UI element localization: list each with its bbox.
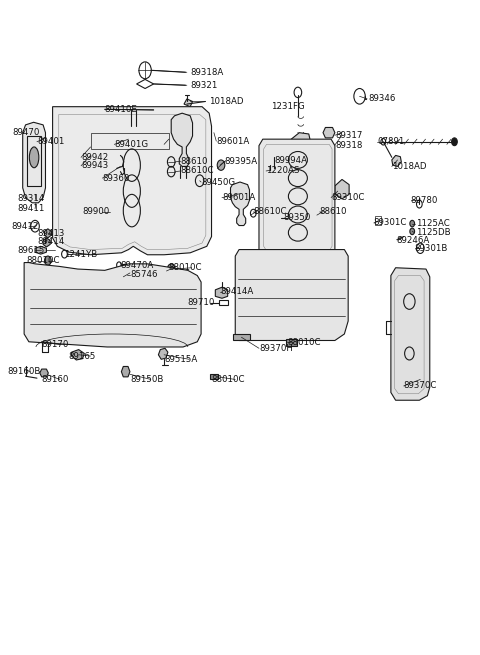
- Polygon shape: [392, 155, 401, 166]
- Text: 89994A: 89994A: [274, 156, 307, 165]
- Text: 89346: 89346: [368, 94, 396, 103]
- Polygon shape: [53, 107, 212, 255]
- Polygon shape: [335, 179, 349, 199]
- Polygon shape: [259, 139, 335, 256]
- Polygon shape: [230, 182, 250, 225]
- Text: 89900: 89900: [83, 208, 110, 216]
- Polygon shape: [40, 369, 48, 377]
- Text: 89515A: 89515A: [164, 355, 197, 364]
- Text: 89350: 89350: [284, 213, 311, 221]
- Text: 89411: 89411: [17, 204, 44, 213]
- Text: 1018AD: 1018AD: [392, 162, 426, 171]
- Circle shape: [410, 220, 415, 227]
- Polygon shape: [235, 250, 348, 341]
- Text: 1220AS: 1220AS: [266, 166, 300, 176]
- Text: 1231FG: 1231FG: [271, 102, 305, 111]
- Polygon shape: [291, 133, 310, 147]
- Polygon shape: [184, 99, 192, 107]
- Text: 88610C: 88610C: [253, 208, 287, 216]
- Text: 89615: 89615: [17, 246, 44, 255]
- Text: 89301B: 89301B: [415, 244, 448, 253]
- Text: 89401G: 89401G: [114, 140, 148, 149]
- Circle shape: [410, 228, 415, 234]
- Text: 89165: 89165: [68, 352, 96, 360]
- Text: 89395A: 89395A: [225, 157, 258, 166]
- Text: 88010C: 88010C: [288, 338, 321, 347]
- Text: 88010C: 88010C: [212, 375, 245, 384]
- Text: 89470: 89470: [12, 128, 40, 137]
- Text: 1125AC: 1125AC: [416, 219, 449, 228]
- Text: 89314: 89314: [17, 195, 44, 204]
- Text: 89160B: 89160B: [8, 367, 41, 376]
- Polygon shape: [24, 263, 201, 347]
- Text: 88010C: 88010C: [169, 263, 203, 272]
- Text: 89246A: 89246A: [396, 236, 430, 245]
- Text: 89370C: 89370C: [404, 381, 437, 390]
- Circle shape: [45, 256, 51, 265]
- Circle shape: [271, 164, 277, 172]
- Text: 89370H: 89370H: [259, 344, 293, 353]
- Polygon shape: [43, 238, 50, 247]
- Text: 89601A: 89601A: [216, 137, 250, 145]
- Text: 89401: 89401: [37, 138, 64, 146]
- Circle shape: [452, 138, 457, 145]
- Text: 89780: 89780: [411, 196, 438, 205]
- Circle shape: [168, 264, 175, 274]
- Polygon shape: [72, 350, 84, 360]
- Polygon shape: [23, 122, 46, 203]
- Text: 88610: 88610: [180, 157, 208, 166]
- Polygon shape: [216, 288, 228, 298]
- Polygon shape: [210, 374, 218, 379]
- Text: 89414: 89414: [37, 237, 64, 246]
- Text: 89321: 89321: [190, 81, 217, 90]
- Text: 89150B: 89150B: [130, 375, 163, 384]
- Text: 89318: 89318: [335, 141, 362, 149]
- Text: 89310C: 89310C: [331, 193, 364, 202]
- Text: 07891: 07891: [378, 138, 405, 146]
- Text: 89360: 89360: [102, 174, 130, 183]
- Circle shape: [217, 160, 225, 170]
- Polygon shape: [35, 246, 47, 254]
- Polygon shape: [158, 348, 168, 360]
- Text: 89317: 89317: [335, 131, 362, 140]
- Text: 89942: 89942: [81, 153, 108, 162]
- Text: 88610C: 88610C: [180, 166, 214, 176]
- Text: 88610: 88610: [320, 208, 347, 216]
- Text: 89410E: 89410E: [105, 105, 138, 114]
- Polygon shape: [121, 366, 130, 377]
- Text: 1241YB: 1241YB: [64, 250, 98, 259]
- Text: 89412: 89412: [12, 222, 39, 231]
- Text: 1125DB: 1125DB: [416, 228, 450, 237]
- Text: 89414A: 89414A: [220, 288, 253, 296]
- Text: 89318A: 89318A: [190, 67, 223, 77]
- Polygon shape: [154, 108, 164, 115]
- Text: 89160: 89160: [42, 375, 69, 384]
- Text: 1018AD: 1018AD: [209, 97, 244, 106]
- Text: 88010C: 88010C: [26, 256, 60, 265]
- Ellipse shape: [29, 147, 39, 168]
- Polygon shape: [267, 170, 272, 174]
- Text: 89470A: 89470A: [120, 261, 154, 270]
- Polygon shape: [233, 334, 251, 341]
- Polygon shape: [171, 113, 192, 166]
- Text: 89413: 89413: [37, 229, 64, 238]
- Text: 89943: 89943: [81, 161, 108, 170]
- Text: 89710: 89710: [188, 298, 215, 307]
- Polygon shape: [391, 268, 430, 400]
- Text: 89301C: 89301C: [374, 218, 407, 227]
- Text: 89450G: 89450G: [201, 178, 235, 187]
- Polygon shape: [323, 128, 335, 138]
- Polygon shape: [45, 229, 51, 238]
- Text: 85746: 85746: [130, 271, 157, 280]
- Text: 89601A: 89601A: [222, 193, 255, 202]
- Text: 89170: 89170: [42, 340, 69, 349]
- Polygon shape: [286, 339, 297, 346]
